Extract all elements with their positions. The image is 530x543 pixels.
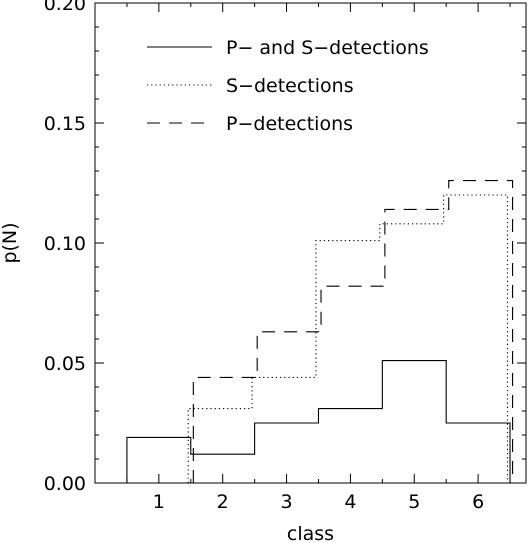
legend-label: S−detections [226,75,354,97]
x-tick-label: 6 [472,491,484,513]
y-tick-label: 0.20 [44,0,86,15]
y-tick-label: 0.10 [44,233,86,255]
y-tick-label: 0.05 [44,353,86,375]
x-axis-label: class [287,523,334,543]
series-line-dotted [187,194,509,483]
y-tick-label: 0.00 [44,473,86,495]
y-tick-label: 0.15 [44,113,86,135]
series-layer [126,180,514,483]
x-axis-ticks: 1 2 3 4 5 6 [126,3,511,513]
legend: P− and S−detections S−detections P−detecti… [147,37,429,135]
y-axis-label: p(N) [0,222,21,263]
series-line-dashed [192,180,514,483]
x-tick-label: 2 [217,491,229,513]
legend-label: P− and S−detections [226,37,429,59]
x-tick-label: 5 [408,491,420,513]
series-line-solid [126,360,511,483]
y-axis-ticks: 0.00 0.05 0.10 0.15 0.20 [44,0,526,495]
x-tick-label: 4 [344,491,356,513]
x-tick-label: 3 [281,491,293,513]
x-tick-label: 1 [153,491,165,513]
legend-label: P−detections [226,113,353,135]
